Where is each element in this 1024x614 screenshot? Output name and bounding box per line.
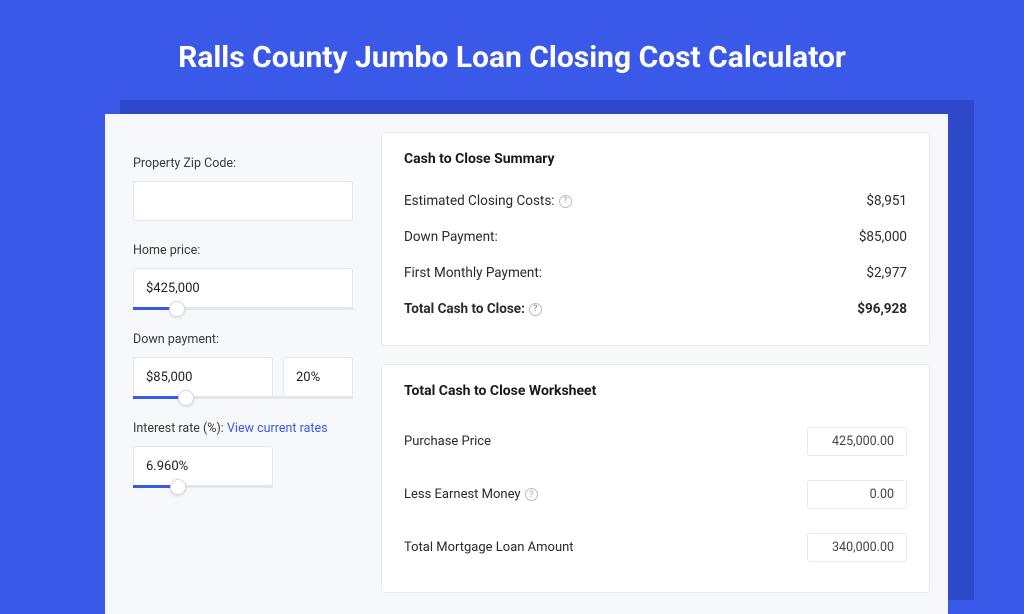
home-price-slider[interactable]: [133, 307, 353, 310]
help-icon[interactable]: ?: [525, 488, 538, 501]
home-price-group: Home price: $425,000: [133, 243, 353, 310]
summary-row: Down Payment: $85,000: [404, 219, 907, 255]
worksheet-row-value[interactable]: 425,000.00: [807, 427, 907, 456]
interest-rate-label: Interest rate (%):: [133, 421, 224, 436]
home-price-label: Home price:: [133, 243, 353, 258]
interest-rate-group: Interest rate (%): View current rates 6.…: [133, 421, 353, 488]
summary-row-value: $2,977: [866, 265, 907, 281]
zip-input[interactable]: [133, 181, 353, 221]
down-payment-slider[interactable]: [133, 396, 353, 399]
down-payment-label: Down payment:: [133, 332, 353, 347]
home-price-input[interactable]: $425,000: [133, 268, 353, 308]
worksheet-card: Total Cash to Close Worksheet Purchase P…: [381, 364, 930, 593]
down-payment-slider-thumb[interactable]: [178, 390, 194, 406]
view-rates-link[interactable]: View current rates: [227, 421, 328, 436]
summary-row: Estimated Closing Costs:? $8,951: [404, 183, 907, 219]
worksheet-row: Less Earnest Money? 0.00: [404, 468, 907, 521]
summary-row-label: Down Payment:: [404, 229, 498, 245]
zip-label: Property Zip Code:: [133, 156, 353, 171]
worksheet-row-label: Purchase Price: [404, 434, 491, 449]
summary-row-value: $8,951: [866, 193, 907, 209]
down-payment-group: Down payment: $85,000 20%: [133, 332, 353, 399]
summary-row: Total Cash to Close:? $96,928: [404, 291, 907, 327]
page-title: Ralls County Jumbo Loan Closing Cost Cal…: [0, 0, 1024, 103]
summary-row-value: $96,928: [857, 301, 907, 317]
down-payment-pct-input[interactable]: 20%: [283, 357, 353, 397]
summary-row-label: Total Cash to Close:?: [404, 301, 542, 317]
summary-heading: Cash to Close Summary: [404, 151, 907, 167]
help-icon[interactable]: ?: [529, 303, 542, 316]
worksheet-heading: Total Cash to Close Worksheet: [404, 383, 907, 399]
summary-row: First Monthly Payment: $2,977: [404, 255, 907, 291]
interest-rate-slider[interactable]: [133, 485, 273, 488]
worksheet-row: Purchase Price 425,000.00: [404, 415, 907, 468]
summary-row-label: First Monthly Payment:: [404, 265, 542, 281]
worksheet-row-label: Total Mortgage Loan Amount: [404, 540, 574, 555]
summary-card: Cash to Close Summary Estimated Closing …: [381, 132, 930, 346]
worksheet-row-label: Less Earnest Money?: [404, 487, 538, 502]
zip-field-group: Property Zip Code:: [133, 156, 353, 221]
inputs-column: Property Zip Code: Home price: $425,000 …: [123, 132, 363, 596]
help-icon[interactable]: ?: [559, 195, 572, 208]
summary-row-value: $85,000: [859, 229, 907, 245]
worksheet-row: Total Mortgage Loan Amount 340,000.00: [404, 521, 907, 574]
down-payment-input[interactable]: $85,000: [133, 357, 273, 397]
home-price-slider-thumb[interactable]: [169, 301, 185, 317]
calculator-panel: Property Zip Code: Home price: $425,000 …: [105, 114, 948, 614]
summary-row-label: Estimated Closing Costs:?: [404, 193, 572, 209]
interest-rate-input[interactable]: 6.960%: [133, 446, 273, 486]
interest-rate-slider-thumb[interactable]: [170, 479, 186, 495]
worksheet-row-value[interactable]: 0.00: [807, 480, 907, 509]
interest-rate-label-row: Interest rate (%): View current rates: [133, 421, 353, 436]
results-column: Cash to Close Summary Estimated Closing …: [381, 132, 930, 596]
worksheet-row-value[interactable]: 340,000.00: [807, 533, 907, 562]
